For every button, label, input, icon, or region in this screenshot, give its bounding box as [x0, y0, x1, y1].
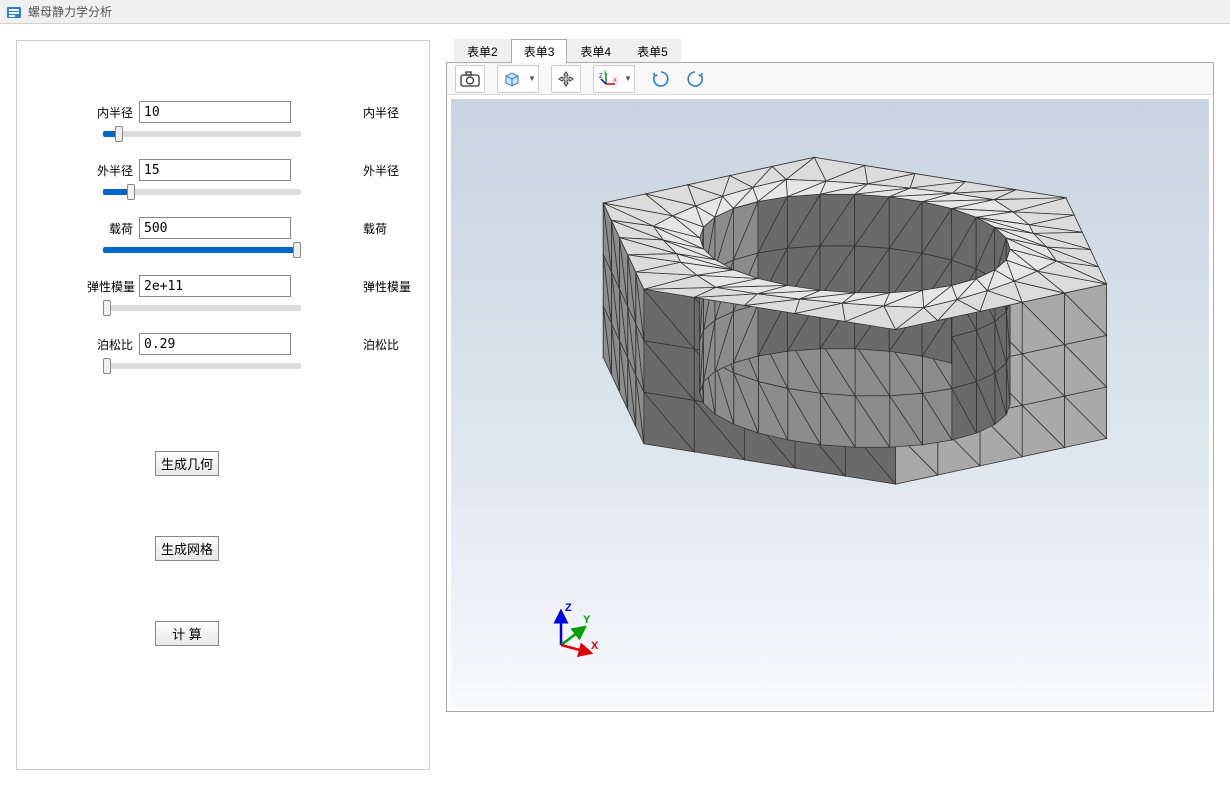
param-row-4: 泊松比 泊松比: [17, 333, 429, 355]
axes-tool-group: Y X Z ▼: [593, 65, 635, 93]
param-input-2[interactable]: [139, 217, 291, 239]
tab-3[interactable]: 表单5: [624, 39, 681, 63]
viewport-toolbar: ▼ Y X Z ▼: [447, 63, 1213, 95]
param-input-1[interactable]: [139, 159, 291, 181]
param-row-0: 内半径 内半径: [17, 101, 429, 123]
cube-view-icon[interactable]: [498, 66, 526, 92]
svg-text:Z: Z: [565, 602, 572, 614]
app-icon: [6, 4, 22, 20]
viewport-3d[interactable]: ZY X: [451, 99, 1209, 707]
tab-1[interactable]: 表单3: [511, 39, 568, 63]
svg-text:Z: Z: [599, 74, 603, 80]
param-slider-2[interactable]: [17, 247, 429, 275]
svg-text:X: X: [613, 78, 617, 84]
param-label: 外半径: [87, 162, 139, 179]
viewport-panel: 表单2表单3表单4表单5 ▼: [446, 24, 1230, 786]
param-label-right: 外半径: [363, 162, 399, 179]
param-input-0[interactable]: [139, 101, 291, 123]
rotate-ccw-icon[interactable]: [681, 66, 709, 92]
param-input-3[interactable]: [139, 275, 291, 297]
param-slider-3[interactable]: [17, 305, 429, 333]
tab-bar: 表单2表单3表单4表单5: [446, 40, 1230, 62]
param-label-right: 弹性模量: [363, 278, 411, 295]
svg-text:X: X: [591, 640, 599, 652]
cube-dropdown-icon[interactable]: ▼: [526, 74, 538, 83]
window-title: 螺母静力学分析: [28, 3, 112, 20]
tab-2[interactable]: 表单4: [567, 39, 624, 63]
axes-dropdown-icon[interactable]: ▼: [622, 74, 634, 83]
param-row-2: 载荷 载荷: [17, 217, 429, 239]
param-row-3: 弹性模量 弹性模量: [17, 275, 429, 297]
viewport-container: ▼ Y X Z ▼: [446, 62, 1214, 712]
pan-tool-group: [551, 65, 581, 93]
param-slider-4[interactable]: [17, 363, 429, 391]
compute-button[interactable]: 计 算: [155, 621, 219, 646]
svg-text:Y: Y: [583, 614, 591, 626]
param-input-4[interactable]: [139, 333, 291, 355]
pan-icon[interactable]: [552, 66, 580, 92]
param-label: 载荷: [87, 220, 139, 237]
param-slider-0[interactable]: [17, 131, 429, 159]
generate-geometry-button[interactable]: 生成几何: [155, 451, 219, 476]
parameter-panel: 内半径 内半径外半径 外半径载荷 载荷弹性模量 弹性模量泊松比 泊松比生成几何生成网格计 …: [0, 24, 446, 786]
cube-tool-group: ▼: [497, 65, 539, 93]
param-label-right: 内半径: [363, 104, 399, 121]
tab-0[interactable]: 表单2: [454, 39, 511, 63]
param-row-1: 外半径 外半径: [17, 159, 429, 181]
param-slider-1[interactable]: [17, 189, 429, 217]
camera-icon[interactable]: [456, 66, 484, 92]
svg-text:Y: Y: [603, 71, 607, 77]
axis-triad: ZY X: [541, 597, 601, 657]
param-label: 泊松比: [87, 336, 139, 353]
window-titlebar: 螺母静力学分析: [0, 0, 1230, 24]
generate-mesh-button[interactable]: 生成网格: [155, 536, 219, 561]
rotate-cw-icon[interactable]: [647, 66, 675, 92]
param-label-right: 泊松比: [363, 336, 399, 353]
axes-icon[interactable]: Y X Z: [594, 66, 622, 92]
param-label: 内半径: [87, 104, 139, 121]
param-label-right: 载荷: [363, 220, 387, 237]
camera-tool-group: [455, 65, 485, 93]
param-label: 弹性模量: [87, 278, 139, 295]
